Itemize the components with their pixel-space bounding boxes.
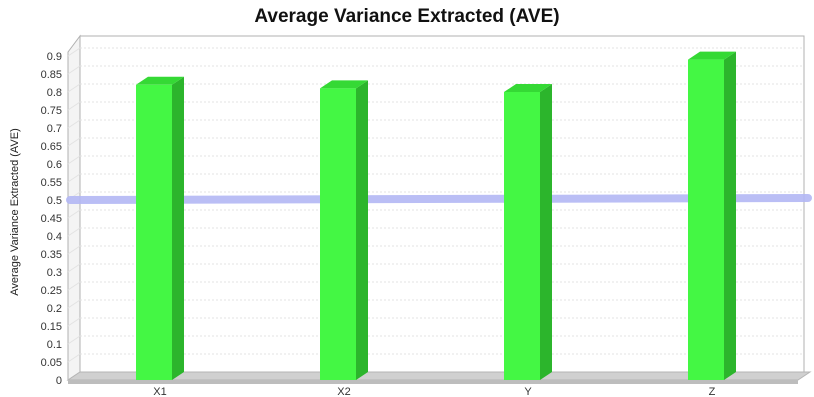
- grid-line-depth-3: [67, 317, 81, 327]
- y-tick-label-16: 0.8: [47, 87, 62, 99]
- grid-line-depth-9: [67, 209, 81, 219]
- bar-front-0: [136, 84, 172, 381]
- x-tick-label-3: Z: [709, 386, 716, 397]
- bar-Y: [504, 84, 552, 380]
- plot-floor: [66, 371, 812, 384]
- y-tick-label-18: 0.9: [47, 51, 62, 63]
- bar-side-2: [540, 84, 552, 380]
- grid-line-depth-4: [67, 299, 81, 309]
- x-tick-labels: X1 X2 Y Z: [153, 386, 715, 397]
- plot-background: [67, 34, 805, 381]
- bar-Z: [688, 51, 736, 380]
- y-axis-title: Average Variance Extracted (AVE): [9, 128, 21, 296]
- bar-X2: [320, 80, 368, 381]
- y-tick-label-3: 0.15: [41, 321, 62, 333]
- grid-line-depth-5: [67, 281, 81, 291]
- y-tick-label-11: 0.55: [41, 177, 62, 189]
- y-tick-label-8: 0.4: [47, 231, 62, 243]
- grid-line-depth-16: [67, 83, 81, 93]
- x-tick-label-2: Y: [524, 386, 532, 397]
- y-tick-label-6: 0.3: [47, 267, 62, 279]
- y-tick-label-4: 0.2: [47, 303, 62, 315]
- grid-line-depth-8: [67, 227, 81, 237]
- grid-line-depth-7: [67, 245, 81, 255]
- chart-title: Average Variance Extracted (AVE): [254, 6, 560, 27]
- y-tick-label-12: 0.6: [47, 159, 62, 171]
- y-tick-label-17: 0.85: [41, 69, 62, 81]
- grid-line-depth-1: [67, 353, 81, 363]
- grid-line-depth-12: [67, 155, 81, 165]
- grid-line-depth-15: [67, 101, 81, 111]
- plot-back-wall: [79, 35, 805, 373]
- y-tick-label-2: 0.1: [47, 339, 62, 351]
- grid-line-depth-18: [67, 47, 81, 57]
- grid-line-depth-17: [67, 65, 81, 75]
- grid-line-depth-6: [67, 263, 81, 273]
- bar-top-3: [688, 51, 736, 60]
- y-tick-labels: 0 0.05 0.1 0.15 0.2 0.25 0.3 0.35 0.4 0.45 0.5 0.55…: [41, 51, 62, 387]
- bar-top-1: [320, 80, 368, 89]
- grid-line-depth-2: [67, 335, 81, 345]
- y-tick-label-0: 0: [56, 375, 62, 387]
- y-tick-label-15: 0.75: [41, 105, 62, 117]
- grid-line-depth-11: [67, 173, 81, 183]
- x-tick-label-1: X2: [337, 386, 350, 397]
- y-tick-label-1: 0.05: [41, 357, 62, 369]
- x-tick-label-0: X1: [153, 386, 166, 397]
- y-tick-label-14: 0.7: [47, 123, 62, 135]
- plot-floor-front: [68, 380, 798, 384]
- y-tick-label-9: 0.45: [41, 213, 62, 225]
- grid-line-depth-13: [67, 137, 81, 147]
- threshold-line-group: [66, 194, 812, 204]
- bar-side-3: [724, 51, 736, 380]
- bar-top-2: [504, 84, 552, 92]
- bars: [136, 51, 736, 381]
- bar-front-1: [320, 88, 356, 381]
- y-tick-label-13: 0.65: [41, 141, 62, 153]
- bar-top-0: [136, 76, 184, 85]
- bar-side-0: [172, 76, 184, 381]
- y-tick-label-5: 0.25: [41, 285, 62, 297]
- bar-front-2: [504, 92, 540, 380]
- bar-side-1: [356, 80, 368, 381]
- bar-X1: [136, 76, 184, 381]
- y-tick-label-7: 0.35: [41, 249, 62, 261]
- y-tick-label-10: 0.5: [47, 195, 62, 207]
- threshold-line: [66, 194, 812, 204]
- bar-front-3: [688, 59, 724, 380]
- grid-line-depth-14: [67, 119, 81, 129]
